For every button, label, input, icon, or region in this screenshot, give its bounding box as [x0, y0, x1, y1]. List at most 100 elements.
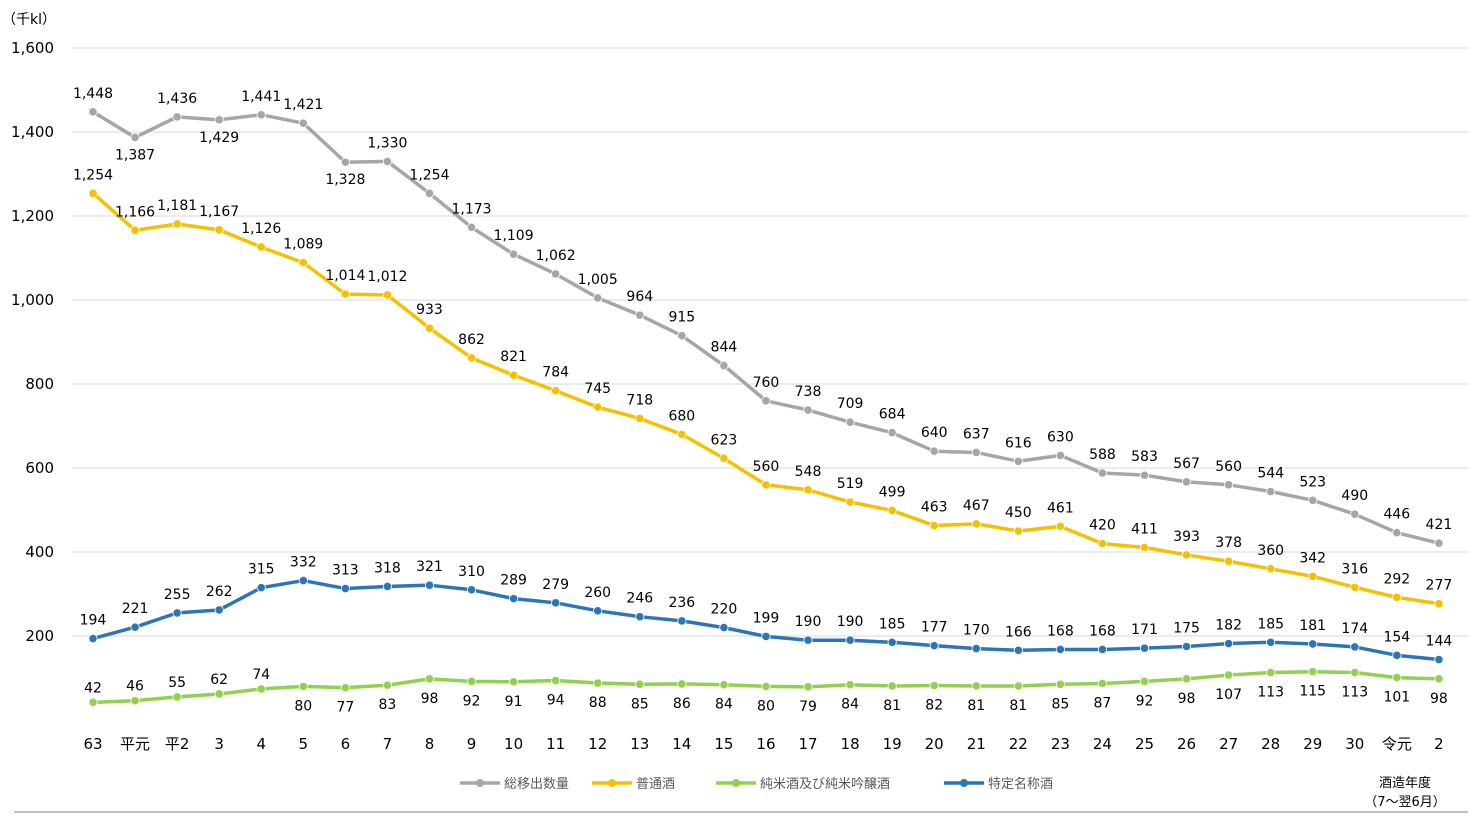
data-label: 360 [1257, 543, 1284, 559]
x-tick-label: 14 [672, 735, 691, 753]
data-point [635, 679, 645, 689]
data-label: 94 [547, 693, 565, 709]
data-point [677, 331, 687, 341]
data-label: 79 [799, 699, 817, 715]
data-label: 190 [837, 614, 864, 630]
data-point [719, 622, 729, 633]
data-label: 277 [1426, 578, 1453, 594]
data-point [1224, 670, 1234, 680]
data-point [635, 310, 645, 320]
y-tick-label: 400 [25, 543, 54, 561]
data-label: 933 [416, 302, 443, 318]
data-point [1139, 676, 1150, 686]
data-point [803, 635, 813, 645]
data-point [677, 679, 687, 689]
data-label: 113 [1257, 685, 1284, 701]
data-label: 84 [841, 697, 859, 713]
x-tick-label: 7 [383, 735, 393, 753]
gridlines [72, 47, 1468, 637]
x-axis-ticks: 63 平元 平2 3 4 5 6 7 8 9 10 11 12 13 14 15 16 17 18 19 20 21 22 2… [83, 735, 1443, 753]
data-point [929, 446, 939, 456]
data-label: 332 [290, 555, 317, 571]
data-point [1224, 556, 1234, 566]
data-label: 1,089 [283, 237, 323, 253]
data-point [382, 680, 393, 690]
data-label: 168 [1047, 623, 1074, 639]
data-point [466, 676, 477, 686]
data-point [214, 605, 224, 615]
data-point [130, 622, 140, 632]
x-tick-label: 8 [425, 735, 435, 753]
data-point [1350, 667, 1360, 678]
y-tick-label: 1,200 [11, 207, 54, 225]
data-label: 113 [1341, 685, 1368, 701]
data-label: 1,254 [73, 167, 113, 183]
data-point [424, 188, 435, 198]
data-point [1350, 642, 1360, 652]
data-label: 316 [1341, 561, 1368, 577]
data-point [1139, 542, 1150, 552]
data-label: 315 [248, 562, 275, 578]
data-label: 588 [1089, 447, 1116, 463]
data-label: 560 [1215, 459, 1242, 475]
data-label: 144 [1426, 634, 1453, 650]
data-point [719, 360, 729, 371]
x-tick-label: 26 [1177, 735, 1196, 753]
data-point [761, 681, 771, 692]
legend-label: 純米酒及び純米吟醸酒 [760, 776, 890, 792]
data-label: 81 [967, 698, 985, 714]
data-point [593, 606, 603, 616]
data-point [1266, 637, 1276, 647]
data-label: 1,014 [325, 268, 365, 284]
data-point [1224, 638, 1234, 649]
data-point [845, 635, 855, 645]
series-lines [88, 107, 1444, 707]
data-label: 640 [921, 425, 948, 441]
data-label: 321 [416, 559, 443, 575]
data-label: 623 [711, 432, 738, 448]
data-point [677, 429, 687, 439]
x-tick-label: 30 [1345, 735, 1364, 753]
data-label: 190 [795, 614, 822, 630]
data-point [1392, 528, 1402, 538]
data-label: 177 [921, 620, 948, 636]
x-tick-label: 24 [1093, 735, 1112, 753]
data-point [1181, 641, 1192, 652]
data-label: 220 [711, 602, 738, 618]
data-label: 81 [1009, 698, 1027, 714]
data-point [1392, 672, 1402, 683]
x-axis-note-line2: （7～翌6月） [1364, 795, 1446, 810]
data-point [508, 370, 519, 380]
data-label: 107 [1215, 687, 1242, 703]
y-tick-label: 1,600 [11, 39, 54, 57]
data-point [1055, 521, 1065, 531]
x-tick-label: 10 [504, 735, 523, 753]
series-line [92, 110, 1440, 545]
x-tick-label: 平2 [165, 735, 190, 753]
data-label: 92 [463, 693, 481, 709]
data-point [929, 520, 939, 531]
data-point [298, 258, 308, 268]
data-point [1434, 538, 1444, 548]
x-tick-label: 15 [714, 735, 733, 753]
y-tick-label: 800 [25, 375, 54, 393]
x-tick-label: 19 [883, 735, 902, 753]
data-label: 1,448 [73, 86, 113, 102]
data-point [424, 323, 435, 333]
data-point [256, 684, 266, 694]
y-tick-label: 200 [25, 627, 54, 645]
legend-marker [960, 779, 968, 787]
data-label: 313 [332, 563, 359, 579]
data-label: 467 [963, 498, 990, 514]
data-label: 548 [795, 464, 822, 480]
data-label: 1,429 [199, 130, 239, 146]
data-label: 411 [1131, 521, 1158, 537]
data-point [88, 697, 98, 707]
data-label: 88 [589, 695, 607, 711]
data-point [1013, 526, 1023, 536]
data-label: 115 [1299, 684, 1326, 700]
data-label: 98 [421, 691, 439, 707]
x-tick-label: 平元 [120, 735, 150, 753]
data-point [1266, 667, 1276, 678]
